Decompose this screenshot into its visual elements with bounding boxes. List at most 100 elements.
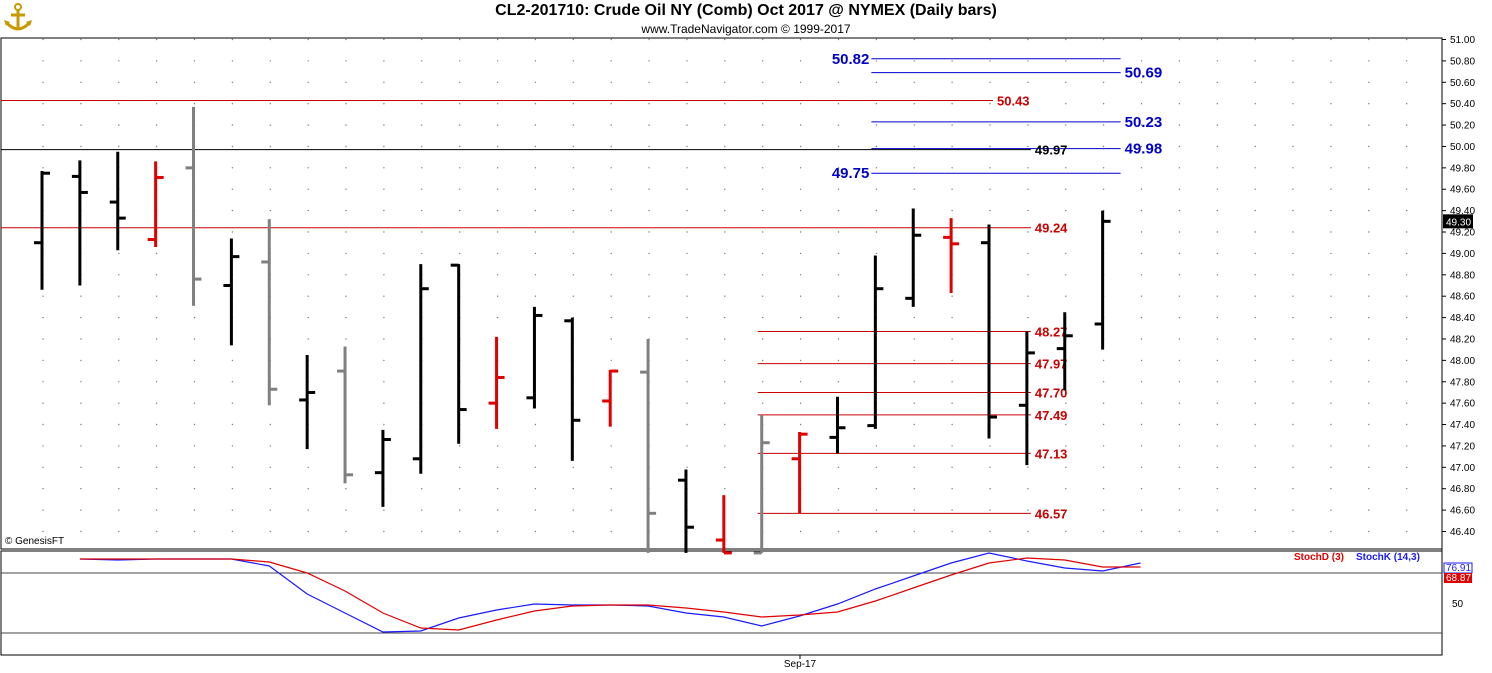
grid-dot: [1065, 124, 1067, 126]
grid-dot: [1254, 316, 1256, 319]
grid-dot: [572, 60, 574, 62]
grid-dot: [118, 81, 120, 84]
grid-dot: [118, 316, 120, 319]
grid-dot: [1216, 209, 1219, 212]
grid-dot: [42, 530, 44, 533]
grid-dot: [80, 295, 82, 297]
grid-dot: [1178, 509, 1181, 511]
grid-dot: [837, 231, 840, 233]
grid-dot: [686, 60, 688, 62]
grid-dot: [1254, 60, 1256, 62]
grid-dot: [1140, 509, 1143, 511]
grid-dot: [118, 274, 120, 276]
grid-dot: [762, 81, 764, 84]
grid-dot: [837, 145, 840, 148]
grid-dot: [307, 530, 309, 533]
grid-dot: [1027, 316, 1029, 319]
grid-dot: [80, 60, 82, 62]
stoch-series-line: [79, 557, 1141, 631]
y-tick-label: 47.80: [1450, 377, 1475, 388]
grid-dot: [231, 488, 234, 490]
grid-dot: [1330, 381, 1332, 383]
grid-dot: [610, 81, 612, 84]
grid-dot: [610, 274, 612, 276]
grid-dot: [762, 381, 764, 383]
grid-dot: [610, 124, 612, 126]
grid-dot: [421, 252, 423, 255]
grid-dot: [1140, 445, 1143, 447]
grid-dot: [875, 38, 878, 41]
grid-dot: [1178, 252, 1181, 255]
grid-dot: [1102, 445, 1105, 447]
grid-dot: [799, 231, 802, 233]
grid-dot: [572, 252, 574, 255]
grid-dot: [1406, 316, 1408, 319]
grid-dot: [762, 231, 764, 233]
grid-dot: [1140, 188, 1143, 190]
grid-dot: [610, 316, 612, 319]
grid-dot: [1368, 103, 1370, 105]
anchor-logo-icon: [4, 3, 32, 31]
grid-dot: [80, 509, 82, 511]
level-label: 49.98: [1125, 141, 1163, 158]
grid-dot: [875, 81, 878, 84]
grid-dot: [762, 274, 764, 276]
grid-dot: [799, 423, 802, 426]
grid-dot: [1368, 316, 1370, 319]
grid-dot: [231, 103, 234, 105]
grid-dot: [724, 359, 726, 362]
grid-dot: [1254, 145, 1256, 148]
grid-dot: [610, 530, 612, 533]
grid-dot: [951, 466, 953, 468]
grid-dot: [1140, 338, 1143, 340]
grid-dot: [383, 167, 385, 169]
y-tick-label: 50.20: [1450, 121, 1475, 132]
grid-dot: [1216, 81, 1219, 84]
grid-dot: [875, 530, 878, 533]
grid-dot: [762, 145, 764, 148]
grid-dot: [496, 103, 499, 105]
x-tick-label: Sep-17: [784, 659, 817, 670]
grid-dot: [1216, 145, 1219, 148]
grid-dot: [837, 209, 840, 212]
grid-dot: [1140, 359, 1143, 362]
grid-dot: [534, 38, 537, 41]
grid-dot: [648, 252, 650, 255]
grid-dot: [1178, 81, 1181, 84]
grid-dot: [1254, 530, 1256, 533]
grid-dot: [1216, 38, 1219, 41]
grid-dot: [383, 145, 385, 148]
grid-dot: [1254, 466, 1256, 468]
grid-dot: [345, 60, 347, 62]
grid-dot: [1102, 466, 1105, 468]
grid-dot: [648, 103, 650, 105]
grid-dot: [80, 488, 82, 490]
grid-dot: [307, 81, 309, 84]
grid-dot: [1027, 188, 1029, 190]
grid-dot: [1292, 145, 1294, 148]
y-tick-label: 46.60: [1450, 506, 1475, 517]
grid-dot: [42, 338, 44, 340]
grid-dot: [345, 338, 347, 340]
grid-dot: [610, 209, 612, 212]
grid-dot: [686, 445, 688, 447]
grid-dot: [1254, 338, 1256, 340]
grid-dot: [1254, 38, 1256, 41]
grid-dot: [837, 103, 840, 105]
grid-dot: [269, 209, 271, 212]
grid-dot: [383, 124, 385, 126]
grid-dot: [686, 316, 688, 319]
grid-dot: [837, 359, 840, 362]
grid-dot: [989, 167, 991, 169]
grid-dot: [1368, 488, 1370, 490]
grid-dot: [1140, 402, 1143, 404]
grid-dot: [1292, 509, 1294, 511]
grid-dot: [1406, 423, 1408, 426]
grid-dot: [875, 188, 878, 190]
grid-dot: [875, 60, 878, 62]
grid-dot: [155, 338, 158, 340]
grid-dot: [1102, 381, 1105, 383]
grid-dot: [496, 509, 499, 511]
grid-dot: [837, 81, 840, 84]
grid-dot: [1027, 509, 1029, 511]
